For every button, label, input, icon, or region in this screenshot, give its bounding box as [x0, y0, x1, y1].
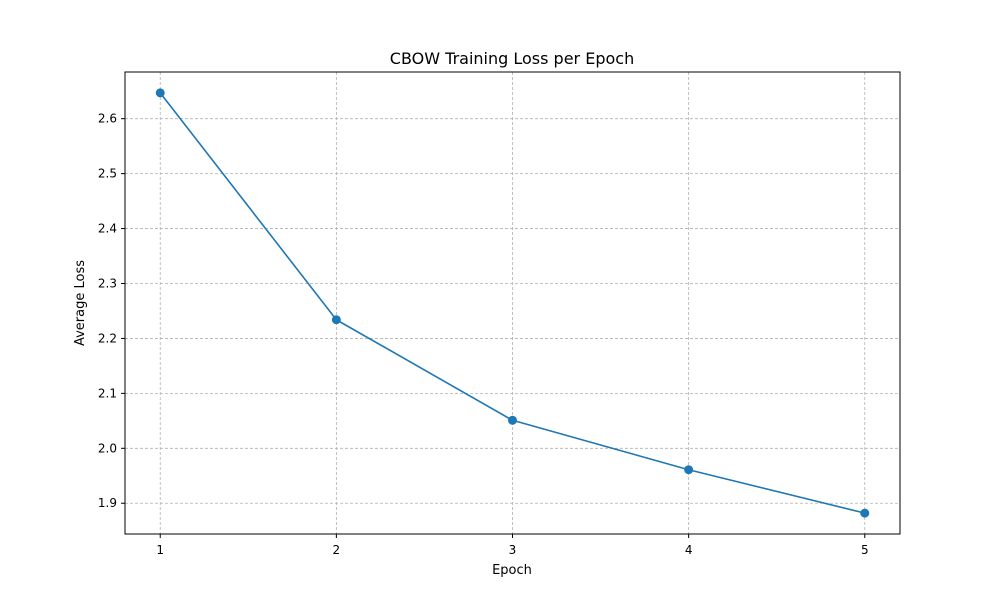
axis-ticks: 1 2 3 4 5 1.9 2.0 2.1 2.2 2.3 2.4 2.5 2.6	[98, 112, 869, 557]
y-tick-label: 2.1	[98, 386, 117, 400]
x-tick-label: 1	[156, 543, 164, 557]
y-tick-label: 2.5	[98, 167, 117, 181]
data-point	[155, 88, 165, 98]
data-point	[331, 315, 341, 325]
y-tick-label: 2.2	[98, 331, 117, 345]
data-point	[508, 415, 517, 425]
series-layer	[155, 88, 870, 518]
chart-title: CBOW Training Loss per Epoch	[390, 49, 634, 68]
y-tick-label: 2.0	[98, 441, 117, 455]
y-tick-label: 2.4	[98, 222, 117, 236]
y-tick-label: 2.6	[98, 112, 117, 126]
data-point	[684, 465, 694, 475]
x-tick-label: 4	[685, 543, 693, 557]
grid	[125, 72, 900, 534]
x-tick-label: 2	[333, 543, 341, 557]
x-tick-label: 5	[861, 543, 869, 557]
y-axis-label: Average Loss	[73, 260, 88, 346]
y-tick-label: 1.9	[98, 496, 117, 510]
x-tick-label: 3	[509, 543, 517, 557]
y-tick-label: 2.3	[98, 276, 117, 290]
data-point	[860, 508, 870, 518]
x-axis-label: Epoch	[492, 563, 532, 578]
